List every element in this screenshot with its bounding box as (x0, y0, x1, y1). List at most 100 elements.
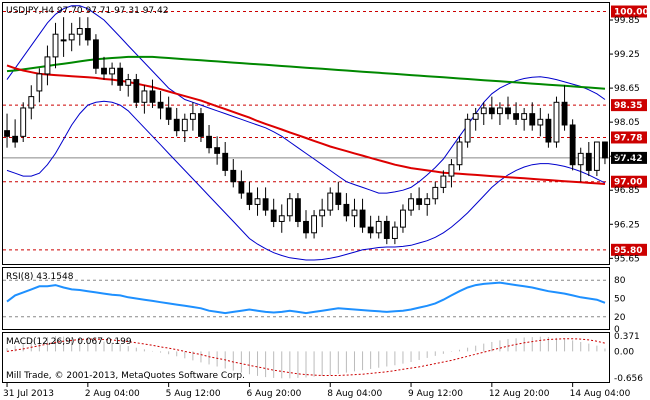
candle (391, 221, 398, 245)
candle-body (4, 130, 10, 137)
price-tick-label: 98.65 (614, 84, 640, 94)
candle-body (359, 209, 366, 228)
copyright-text: Mill Trade, © 2001-2013, MetaQuotes Soft… (6, 371, 245, 381)
candles (4, 17, 608, 245)
candle (84, 17, 91, 46)
candle (262, 187, 269, 216)
candle-body (480, 107, 487, 115)
candle (488, 96, 495, 120)
candle (60, 17, 67, 57)
candle-body (278, 215, 285, 222)
macd-title: MACD(12,26,9) 0.067 0.199 (6, 337, 132, 347)
candle (448, 159, 455, 188)
candle-body (84, 28, 91, 41)
level-price-tag (611, 243, 647, 256)
candle (416, 187, 423, 211)
candle-body (246, 192, 253, 205)
candle-body (270, 209, 277, 222)
candle (513, 102, 520, 125)
candle-body (391, 226, 398, 239)
candle-body (496, 107, 503, 115)
candle-body (92, 39, 99, 69)
price-tick-label: 98.05 (614, 118, 640, 128)
candle (496, 102, 503, 125)
candle (359, 198, 366, 233)
candle (133, 73, 140, 108)
candle-body (335, 192, 342, 205)
candle-body (585, 152, 592, 171)
candle (189, 102, 196, 131)
candle-body (294, 198, 301, 222)
current-price-label: 97.42 (614, 154, 642, 164)
rsi-panel: 80 50 20 0 (3, 276, 626, 335)
candle-body (545, 118, 552, 143)
candle-body (408, 198, 414, 211)
candle-body (400, 209, 406, 228)
candle (125, 73, 132, 97)
candle (440, 170, 447, 194)
candle-body (602, 141, 608, 159)
candle-body (416, 198, 423, 205)
candle (521, 107, 528, 131)
candle-body (448, 164, 455, 177)
candle (585, 142, 592, 177)
candle (464, 113, 471, 148)
candle (577, 147, 584, 182)
candle-body (505, 107, 511, 115)
candle-body (254, 198, 261, 205)
candle-body (319, 209, 326, 217)
candle-body (198, 113, 204, 137)
level-price-label: 97.78 (614, 133, 642, 143)
candle-body (125, 79, 132, 86)
candle-body (513, 113, 520, 120)
candle-body (375, 220, 382, 234)
level-price-label: 97.00 (614, 178, 642, 188)
candle (400, 204, 406, 233)
candle-body (165, 107, 172, 120)
candle (36, 68, 43, 103)
moving-averages (6, 55, 606, 185)
candle (545, 113, 552, 148)
candle (173, 107, 180, 137)
bollinger-upper-line (6, 5, 606, 194)
rsi-tick-label: 20 (614, 313, 626, 323)
candle-body (383, 220, 390, 239)
price-tick-label: 96.25 (614, 220, 640, 230)
fast-ma-line (6, 64, 606, 185)
candle (109, 62, 116, 86)
candle-body (303, 220, 309, 234)
candle (351, 198, 358, 228)
candle (68, 22, 75, 52)
macd-tick-label: -0.656 (614, 374, 643, 384)
level-price-tag (611, 131, 647, 144)
candle-body (472, 113, 479, 120)
candle-body (286, 198, 293, 217)
candle-body (222, 152, 229, 171)
candle (327, 187, 334, 216)
candle-body (44, 56, 51, 75)
time-tick-label: 8 Aug 04:00 (327, 389, 382, 399)
macd-tick-label: 0.371 (614, 332, 640, 342)
candle-body (101, 67, 107, 75)
candle (76, 17, 83, 46)
candle (375, 215, 382, 239)
candle (456, 136, 463, 171)
candle-body (464, 118, 471, 143)
candle (270, 198, 277, 228)
price-tick-label: 95.65 (614, 254, 640, 264)
time-axis: 31 Jul 2013 2 Aug 04:00 5 Aug 12:00 6 Aug 2… (3, 383, 631, 399)
rsi-panel-frame (2, 267, 610, 330)
candle (602, 141, 608, 165)
candle (537, 107, 544, 137)
candle-body (561, 101, 568, 126)
candle (28, 85, 35, 120)
candle-body (189, 113, 196, 120)
rsi-line (6, 281, 606, 315)
candle-body (521, 113, 528, 120)
candle (206, 124, 212, 154)
time-tick-label: 9 Aug 12:00 (408, 389, 463, 399)
candle (222, 142, 229, 177)
slow-ma-line (6, 55, 606, 90)
price-tick-label: 97.45 (614, 152, 640, 162)
candle-body (456, 141, 463, 166)
